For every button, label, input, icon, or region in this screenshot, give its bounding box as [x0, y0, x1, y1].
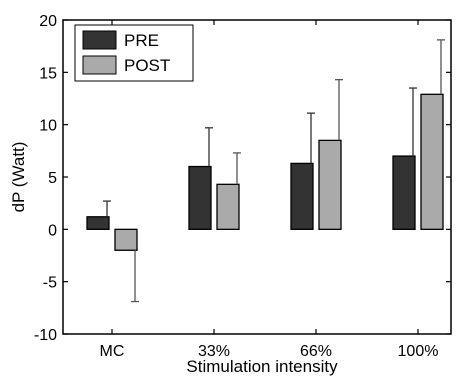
y-axis-ticks: -10 -5 0 5 10 15 20 [34, 13, 451, 344]
x-axis-ticks: MC 33% 66% 100% [100, 20, 439, 360]
y-tick-label: 20 [39, 13, 57, 30]
y-tick-label: 5 [48, 170, 57, 187]
legend-label-post: POST [124, 56, 170, 75]
x-tick-label: 66% [300, 343, 332, 360]
x-tick-label: MC [100, 343, 125, 360]
legend-swatch-post [82, 55, 117, 75]
y-axis-label: dP (Watt) [9, 142, 28, 213]
y-tick-label: 10 [39, 118, 57, 135]
bar-post-2 [318, 139, 342, 230]
legend-label-pre: PRE [124, 31, 159, 50]
bar-pre-2 [290, 162, 314, 230]
y-tick-label: 15 [39, 65, 57, 82]
y-tick-label: 0 [48, 222, 57, 239]
bar-pre-1 [188, 165, 212, 230]
x-axis-label: Stimulation intensity [186, 357, 338, 376]
error-bars-layer [103, 39, 445, 303]
y-tick-label: -5 [43, 275, 57, 292]
legend-swatch-pre [82, 30, 117, 50]
x-tick-label: 33% [198, 343, 230, 360]
x-tick-label: 100% [398, 343, 439, 360]
bars-layer [86, 93, 444, 251]
bar-post-1 [216, 183, 240, 230]
bar-pre-0 [86, 216, 110, 230]
bar-pre-3 [392, 155, 416, 230]
y-tick-label: -10 [34, 327, 57, 344]
legend: PRE POST [74, 24, 194, 82]
bar-post-0 [114, 228, 138, 251]
bar-post-3 [420, 93, 444, 230]
